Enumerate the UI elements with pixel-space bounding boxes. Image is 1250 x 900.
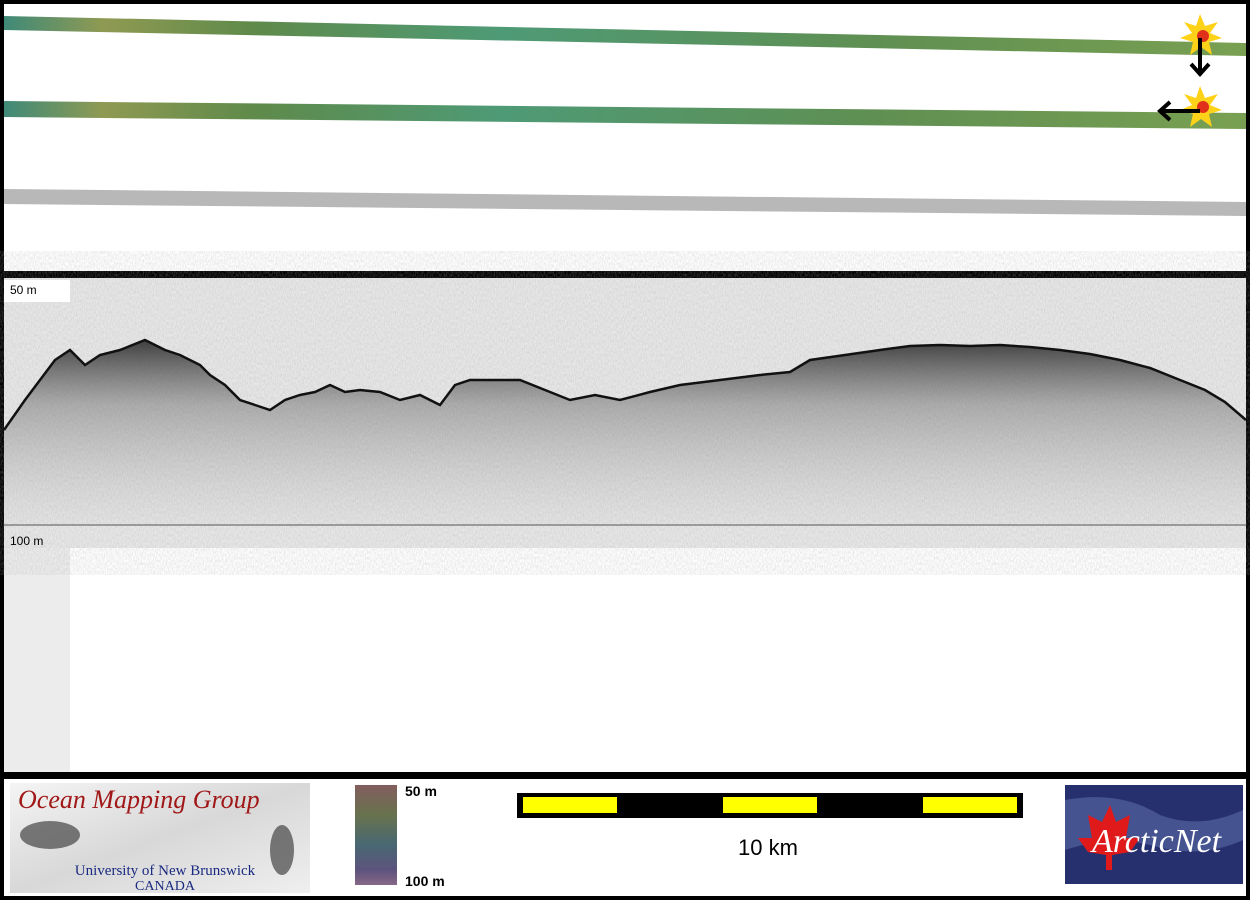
arcticnet-name: ArcticNet [1090, 823, 1223, 860]
scale-label: 10 km [738, 835, 798, 860]
colorbar-label: 100 m [405, 873, 445, 889]
profile-background [4, 548, 70, 772]
depth-label-box [4, 280, 70, 302]
bathymetry-swath [4, 101, 1246, 129]
depth-label: 100 m [10, 534, 43, 548]
colorbar-shade [355, 785, 397, 885]
backscatter-swath [4, 189, 1246, 216]
colorbar-label: 50 m [405, 783, 437, 799]
bathymetry-swath [4, 16, 1246, 56]
scale-segment [923, 797, 1017, 813]
logo-title: Ocean Mapping Group [18, 785, 260, 814]
position-markers [1157, 14, 1222, 127]
logo-image [270, 825, 294, 875]
scale-segment [723, 797, 817, 813]
logo-image [20, 821, 80, 849]
logo-country: CANADA [135, 879, 196, 894]
seabed-reflection [4, 340, 1246, 525]
colorbar [355, 785, 397, 885]
scale-segment [523, 797, 617, 813]
seabed-line [2, 338, 1247, 431]
depth-label: 50 m [10, 283, 37, 297]
logo-university: University of New Brunswick [75, 863, 256, 879]
maple-leaf [1078, 805, 1140, 870]
